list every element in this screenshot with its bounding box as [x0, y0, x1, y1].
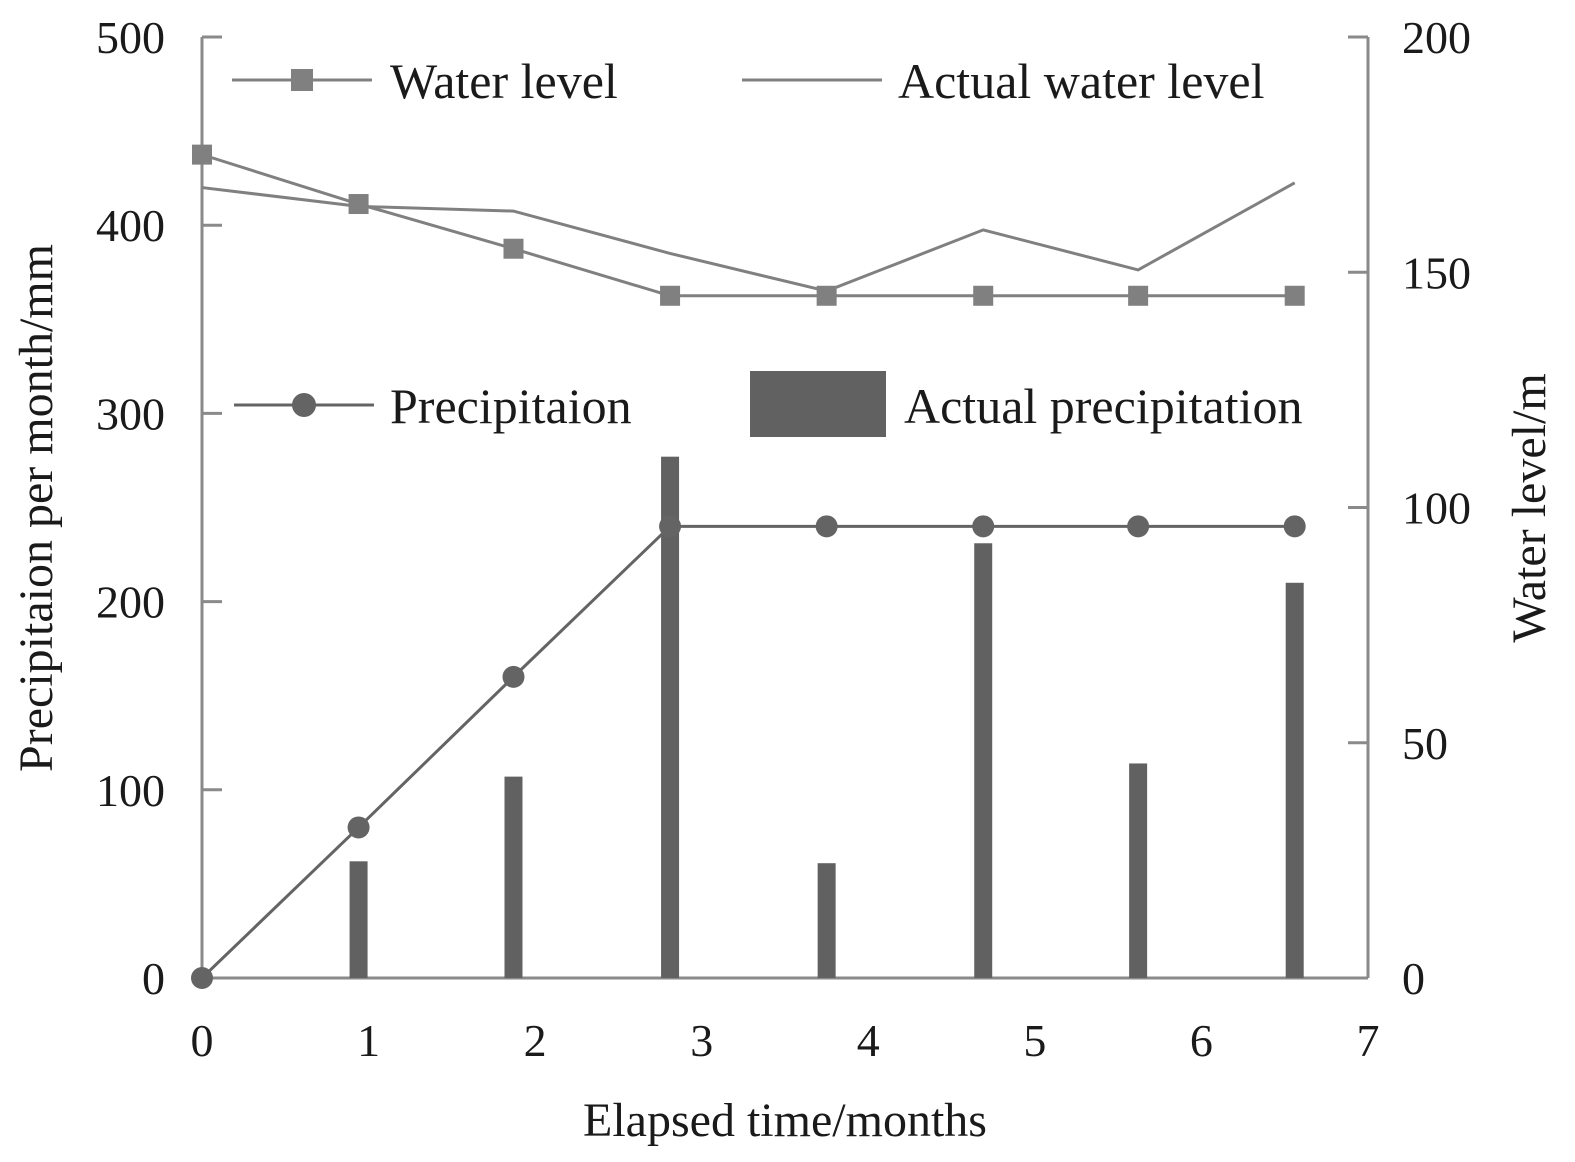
- water-level-point: [192, 144, 212, 165]
- bar-series: [349, 456, 1304, 978]
- precipitation-point: [972, 515, 995, 538]
- x-tick-label: 4: [857, 1015, 880, 1066]
- legend-item-precipitation: Precipitaion: [234, 378, 632, 434]
- actual-water-level-line: [201, 181, 1296, 293]
- x-tick-label: 6: [1190, 1015, 1213, 1066]
- axes: [200, 35, 1370, 980]
- legend: Water level Actual water level Precipita…: [232, 53, 1302, 437]
- legend-label-water-level: Water level: [390, 53, 618, 109]
- precipitation-bar: [349, 861, 368, 978]
- water-level-point: [973, 285, 994, 306]
- y-left-tick-label: 300: [96, 388, 165, 439]
- legend-label-actual-precipitation: Actual precipitation: [904, 378, 1302, 434]
- x-tick-label: 3: [690, 1015, 713, 1066]
- y-left-tick-label: 200: [96, 577, 165, 628]
- line-series: [191, 144, 1306, 989]
- precipitation-line: [200, 524, 1295, 980]
- water-level-point: [503, 238, 524, 259]
- precipitation-point: [659, 515, 682, 538]
- precipitation-bar: [1129, 763, 1148, 978]
- precipitation-point: [815, 515, 838, 538]
- y-left-tick-label: 100: [96, 765, 165, 816]
- precipitation-point: [1283, 515, 1306, 538]
- legend-item-water-level: Water level: [232, 53, 618, 109]
- y-right-tick-label: 200: [1402, 12, 1471, 63]
- x-tick-label: 1: [357, 1015, 380, 1066]
- y-right-tick-label: 100: [1402, 483, 1471, 534]
- y-left-axis-title: Precipitaion per month/mm: [10, 244, 63, 772]
- water-level-point: [1284, 285, 1305, 306]
- precipitation-point: [347, 816, 370, 839]
- precipitation-bar: [661, 456, 680, 978]
- water-level-line: [201, 153, 1295, 298]
- legend-label-actual-water-level: Actual water level: [898, 53, 1264, 109]
- precipitation-bar: [817, 863, 836, 978]
- y-left-tick-label: 0: [142, 953, 165, 1004]
- legend-label-precipitation: Precipitaion: [390, 378, 632, 434]
- water-level-point: [816, 285, 837, 306]
- precipitation-point: [1127, 515, 1150, 538]
- y-right-tick-label: 50: [1402, 718, 1448, 769]
- precipitation-point: [191, 967, 213, 989]
- precipitation-point: [502, 665, 525, 688]
- x-tick-label: 7: [1357, 1015, 1380, 1066]
- y-left-tick-label: 400: [96, 200, 165, 251]
- water-level-point: [660, 285, 681, 306]
- precipitation-bar: [974, 543, 993, 978]
- precipitation-bar: [1285, 582, 1304, 978]
- y-right-tick-label: 0: [1402, 953, 1425, 1004]
- legend-item-actual-water-level: Actual water level: [742, 53, 1264, 109]
- legend-item-actual-precipitation: Actual precipitation: [750, 371, 1302, 437]
- x-axis-title: Elapsed time/months: [583, 1094, 987, 1147]
- tick-labels: 0 100 200 300 400 500 0 50 100 150 200 0 1 2 3 4 5 6 7: [96, 12, 1471, 1066]
- x-tick-label: 2: [524, 1015, 547, 1066]
- y-left-tick-label: 500: [96, 12, 165, 63]
- y-right-axis-title: Water level/m: [1503, 373, 1556, 642]
- y-right-tick-label: 150: [1402, 247, 1471, 298]
- x-tick-label: 0: [191, 1015, 214, 1066]
- water-level-point: [348, 194, 369, 215]
- precipitation-bar: [504, 776, 523, 978]
- x-tick-label: 5: [1023, 1015, 1046, 1066]
- water-level-point: [1128, 285, 1149, 306]
